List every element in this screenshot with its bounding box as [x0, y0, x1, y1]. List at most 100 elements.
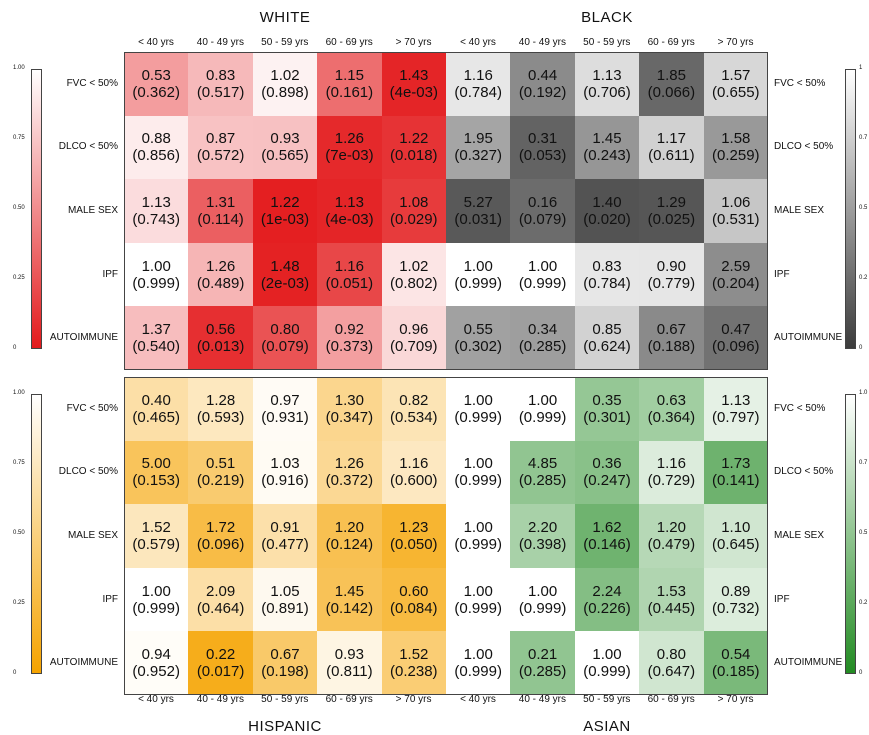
cell-pvalue: (0.141)	[712, 472, 760, 490]
cell-pvalue: (0.204)	[712, 274, 760, 292]
cell-pvalue: (0.784)	[454, 83, 502, 101]
cell-value: 1.20	[334, 518, 364, 536]
column-label: 40 - 49 yrs	[196, 37, 245, 48]
cell-value: 1.13	[141, 193, 171, 211]
cell-value: 0.67	[270, 646, 300, 664]
heatmap-cell: 0.51 (0.219)	[188, 440, 253, 505]
cell-pvalue: (0.465)	[132, 408, 180, 426]
cell-pvalue: (0.079)	[518, 210, 567, 228]
cell-value: 0.35	[592, 391, 622, 409]
cell-pvalue: (0.600)	[390, 472, 438, 490]
heatmap-cell: 0.85 (0.624)	[574, 306, 640, 370]
cell-value: 1.02	[399, 257, 429, 275]
heatmap-cell: 1.05 (0.891)	[252, 567, 318, 632]
cell-pvalue: (0.050)	[390, 535, 438, 553]
cell-value: 1.00	[463, 646, 493, 664]
cell-value: 0.54	[721, 646, 751, 664]
cell-value: 2.59	[721, 257, 751, 275]
cell-pvalue: (0.114)	[197, 210, 244, 228]
cell-value: 0.40	[141, 391, 171, 409]
cell-value: 1.13	[592, 66, 622, 84]
heatmap-cell: 1.00 (0.999)	[446, 242, 511, 307]
cell-value: 1.00	[527, 257, 558, 275]
heatmap-cell: 0.96 (0.709)	[381, 306, 446, 370]
colorbar-tick: 0.5	[859, 205, 868, 211]
heatmap-cell: 1.00 (0.999)	[510, 242, 575, 307]
colorbar-tick: 1.00	[13, 390, 25, 396]
cell-value: 1.52	[399, 646, 429, 664]
heatmap-cell: 0.88 (0.856)	[124, 115, 189, 180]
cell-pvalue: (0.259)	[712, 147, 760, 165]
cell-value: 0.60	[399, 582, 429, 600]
cell-value: 4.85	[527, 455, 558, 473]
cell-pvalue: (0.362)	[132, 83, 180, 101]
cell-pvalue: (0.709)	[390, 338, 438, 356]
cell-value: 1.00	[463, 455, 493, 473]
heatmap-cell: 1.00 (0.999)	[446, 377, 511, 441]
cell-pvalue: (0.624)	[583, 338, 631, 356]
heatmap-cell: 1.15 (0.161)	[317, 52, 382, 116]
cell-pvalue: (0.285)	[518, 338, 567, 356]
cell-pvalue: (0.219)	[196, 472, 245, 490]
cell-value: 1.57	[721, 66, 751, 84]
row-label: DLCO < 50%	[58, 466, 118, 478]
cell-pvalue: (0.192)	[518, 83, 567, 101]
cell-pvalue: (0.464)	[196, 599, 245, 617]
heatmap-cell: 1.13 (0.706)	[574, 52, 640, 116]
row-label: IPF	[774, 593, 790, 605]
heatmap-cell: 1.00 (0.999)	[124, 567, 189, 632]
cell-value: 1.45	[592, 130, 622, 148]
cell-pvalue: (0.018)	[390, 147, 438, 165]
heatmap-cell: 1.52 (0.238)	[381, 631, 446, 695]
cell-value: 1.22	[399, 130, 429, 148]
colorbar	[845, 69, 856, 349]
cell-pvalue: (0.079)	[261, 338, 309, 356]
heatmap-cell: 0.89 (0.732)	[703, 567, 768, 632]
row-label: MALE SEX	[774, 205, 825, 216]
cell-value: 0.87	[205, 130, 236, 148]
cell-value: 1.16	[656, 455, 686, 473]
cell-value: 0.63	[656, 391, 686, 409]
cell-pvalue: (0.243)	[583, 147, 631, 165]
heatmap-cell: 0.67 (0.188)	[639, 306, 704, 370]
cell-value: 1.03	[270, 455, 300, 473]
cell-pvalue: (0.096)	[196, 535, 245, 553]
cell-pvalue: (1e-03)	[260, 210, 310, 228]
heatmap-cell: 1.16 (0.784)	[446, 52, 511, 116]
cell-value: 0.94	[141, 646, 171, 664]
cell-pvalue: (0.779)	[647, 274, 696, 292]
cell-pvalue: (0.891)	[261, 599, 309, 617]
cell-pvalue: (4e-03)	[325, 210, 374, 228]
heatmap-cell: 0.63 (0.364)	[639, 377, 704, 441]
cell-pvalue: (0.999)	[454, 472, 502, 490]
cell-value: 0.56	[205, 321, 236, 339]
heatmap-cell: 1.45 (0.243)	[574, 115, 640, 180]
colorbar-tick: 0.25	[13, 275, 25, 281]
heatmap-cell: 1.02 (0.898)	[252, 52, 318, 116]
column-label: 60 - 69 yrs	[325, 37, 373, 48]
cell-pvalue: (0.611)	[648, 147, 695, 165]
cell-value: 1.29	[656, 193, 686, 211]
cell-pvalue: (0.013)	[196, 338, 245, 356]
cell-value: 0.85	[592, 321, 622, 339]
colorbar	[31, 69, 42, 349]
cell-pvalue: (0.856)	[132, 147, 180, 165]
cell-pvalue: (0.198)	[261, 663, 309, 681]
colorbar-tick: 0.75	[13, 460, 25, 466]
cell-value: 0.53	[141, 66, 171, 84]
heatmap-cell: 1.03 (0.916)	[252, 440, 318, 505]
colorbar-tick: 1.0	[859, 390, 868, 396]
cell-pvalue: (0.153)	[132, 472, 180, 490]
heatmap-cell: 0.90 (0.779)	[639, 242, 704, 307]
cell-value: 1.26	[334, 130, 364, 148]
row-label: AUTOIMMUNE	[49, 332, 118, 344]
heatmap-cell: 1.43 (4e-03)	[381, 52, 446, 116]
colorbar-tick: 1.00	[13, 65, 25, 71]
cell-pvalue: (0.489)	[196, 274, 245, 292]
cell-value: 2.24	[592, 582, 622, 600]
heatmap-cell: 0.91 (0.477)	[252, 504, 318, 568]
cell-value: 1.10	[721, 518, 751, 536]
cell-value: 0.67	[656, 321, 686, 339]
heatmap-cell: 1.26 (7e-03)	[317, 115, 382, 180]
cell-pvalue: (0.161)	[325, 83, 374, 101]
